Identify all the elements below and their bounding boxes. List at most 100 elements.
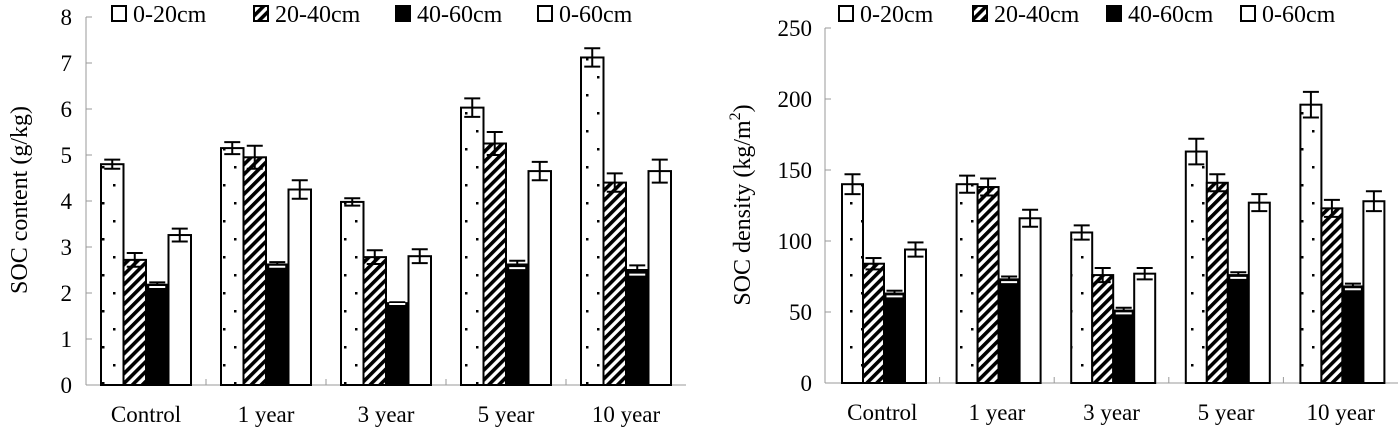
y-tick-label: 100 xyxy=(778,229,813,254)
bar xyxy=(460,106,485,387)
y-tick-label: 2 xyxy=(61,281,73,306)
bar xyxy=(385,302,410,386)
legend-swatch xyxy=(1106,5,1122,22)
legend-swatch xyxy=(253,5,269,22)
bar xyxy=(997,278,1021,384)
y-tick-label: 50 xyxy=(789,300,812,325)
bar xyxy=(1247,201,1271,384)
bar xyxy=(647,170,672,386)
error-bar xyxy=(1230,271,1247,279)
error-bar xyxy=(104,158,121,170)
legend-label: 0-60cm xyxy=(559,2,633,28)
error-bar xyxy=(291,179,308,200)
error-bar xyxy=(1115,306,1132,315)
error-bar xyxy=(1209,173,1226,193)
y-tick-label: 5 xyxy=(61,143,73,168)
error-bar xyxy=(1323,198,1340,218)
error-bar xyxy=(126,251,143,268)
y-axis-label: SOC density (kg/m2) xyxy=(727,104,756,305)
x-tick-label: 5 year xyxy=(1198,400,1255,425)
y-tick-label: 0 xyxy=(61,373,73,398)
bar xyxy=(1341,285,1365,384)
legend-label: 40-60cm xyxy=(1128,2,1214,28)
bar xyxy=(1320,207,1344,384)
bar xyxy=(1133,272,1157,384)
legend-label: 20-40cm xyxy=(994,2,1080,28)
bar xyxy=(1299,103,1323,385)
bar xyxy=(602,181,627,386)
x-tick-label: 5 year xyxy=(478,402,535,427)
bar xyxy=(1018,217,1042,384)
bar xyxy=(1112,309,1136,384)
error-bar xyxy=(886,289,903,298)
legend-swatch xyxy=(1240,5,1256,22)
y-tick-label: 3 xyxy=(61,235,73,260)
error-bar xyxy=(531,160,548,182)
error-bar xyxy=(1302,90,1319,119)
error-bar xyxy=(844,173,861,196)
error-bar xyxy=(865,257,882,271)
bar xyxy=(340,200,365,386)
legend-swatch xyxy=(972,5,988,22)
bar xyxy=(883,292,906,385)
legend-label: 20-40cm xyxy=(275,2,361,28)
error-bar xyxy=(907,241,924,258)
bar xyxy=(1091,274,1115,384)
bar xyxy=(976,186,1000,384)
error-bar xyxy=(651,158,668,184)
soc-density-chart: SOC density (kg/m2) 0 50 100 150 200 250 Contr… xyxy=(727,2,1398,425)
legend-swatch xyxy=(395,5,411,22)
bar xyxy=(362,256,387,386)
error-bar xyxy=(149,281,166,289)
bar xyxy=(167,234,192,386)
bar xyxy=(841,183,864,384)
bar xyxy=(1226,274,1250,384)
error-bar xyxy=(1251,193,1268,213)
x-tick-label: Control xyxy=(111,402,181,427)
bar xyxy=(122,258,147,387)
bar xyxy=(220,147,245,386)
y-tick-label: 1 xyxy=(61,327,73,352)
y-tick-label: 7 xyxy=(61,51,73,76)
error-bar xyxy=(269,261,286,268)
bar xyxy=(527,170,552,386)
error-bar xyxy=(366,249,383,266)
legend-swatch xyxy=(838,5,854,22)
error-bar xyxy=(509,259,526,270)
bar xyxy=(242,156,267,386)
error-bar xyxy=(389,301,406,306)
error-bar xyxy=(1001,275,1018,284)
bar xyxy=(1362,200,1386,384)
soc-content-chart: SOC content (g/kg) 0 1 2 3 4 5 6 7 8 Control 1 yea… xyxy=(7,2,686,427)
bar xyxy=(100,163,125,386)
y-tick-label: 150 xyxy=(778,158,813,183)
error-bar xyxy=(1094,266,1111,284)
bar xyxy=(862,262,885,384)
legend-label: 0-20cm xyxy=(860,2,934,28)
error-bar xyxy=(1344,282,1361,291)
bar xyxy=(505,263,530,387)
y-tick-label: 8 xyxy=(61,5,73,30)
error-bar xyxy=(1188,137,1205,166)
bar xyxy=(265,263,290,387)
error-bar xyxy=(1365,190,1382,213)
y-tick-label: 0 xyxy=(801,371,813,396)
bar xyxy=(904,248,927,384)
legend-label: 0-20cm xyxy=(133,2,207,28)
legend-label: 40-60cm xyxy=(417,2,503,28)
y-axis-label: SOC content (g/kg) xyxy=(7,106,33,294)
legend-swatch xyxy=(537,5,553,22)
bar xyxy=(1205,181,1229,384)
bar xyxy=(287,188,312,386)
legend-label: 0-60cm xyxy=(1262,2,1336,28)
bar xyxy=(145,283,170,386)
error-bar xyxy=(1073,224,1090,241)
error-bar xyxy=(584,47,601,68)
error-bar xyxy=(959,174,976,194)
x-tick-label: 3 year xyxy=(1083,400,1140,425)
x-tick-label: 1 year xyxy=(968,400,1025,425)
error-bar xyxy=(171,227,188,243)
bar xyxy=(625,269,650,386)
error-bar xyxy=(411,248,428,265)
